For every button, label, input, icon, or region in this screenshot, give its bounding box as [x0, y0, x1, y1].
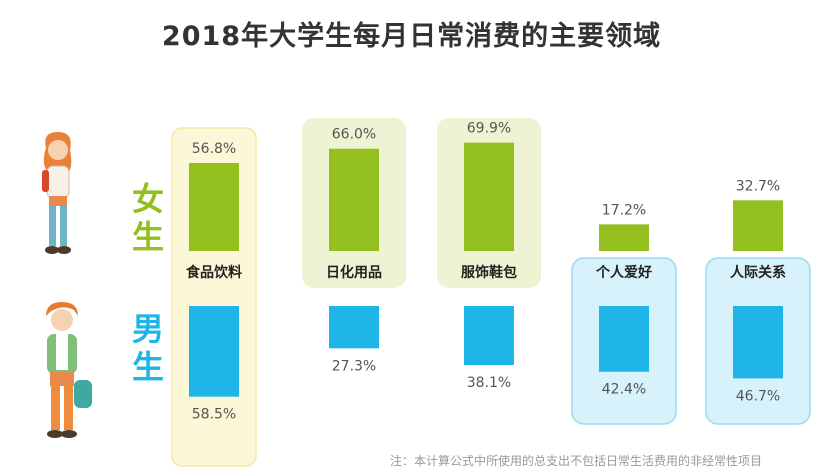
female-bar — [464, 142, 514, 251]
female-value-label: 56.8% — [192, 141, 236, 157]
female-bar — [733, 200, 783, 251]
male-side-label: 男生 — [128, 310, 168, 386]
male-bar — [599, 306, 649, 372]
female-bar — [189, 162, 239, 251]
male-bar — [189, 306, 239, 397]
male-value-label: 46.7% — [736, 388, 780, 404]
female-student-illustration — [42, 132, 72, 254]
male-bar — [329, 306, 379, 349]
category-label: 人际关系 — [730, 264, 786, 281]
male-value-label: 58.5% — [192, 407, 236, 423]
male-value-label: 27.3% — [332, 358, 376, 374]
male-bar — [464, 306, 514, 366]
category-label: 个人爱好 — [595, 264, 652, 281]
chart-title: 2018年大学生每月日常消费的主要领域 — [161, 21, 662, 52]
female-value-label: 69.9% — [467, 121, 511, 137]
female-side-label: 女生 — [128, 180, 168, 256]
female-value-label: 17.2% — [602, 202, 646, 218]
side-label-char: 男 — [131, 310, 164, 348]
female-bar — [599, 224, 649, 251]
female-bar — [329, 148, 379, 251]
side-label-char: 女 — [131, 180, 164, 218]
male-value-label: 38.1% — [467, 375, 511, 391]
category-label: 食品饮料 — [186, 264, 242, 281]
category-label: 日化用品 — [326, 264, 382, 281]
male-value-label: 42.4% — [602, 382, 646, 398]
side-label-char: 生 — [131, 218, 164, 256]
male-student-illustration — [46, 302, 92, 438]
category-label: 服饰鞋包 — [461, 264, 517, 281]
side-label-char: 生 — [131, 348, 164, 386]
male-bar — [733, 306, 783, 379]
female-value-label: 66.0% — [332, 127, 376, 143]
footnote: 注：本计算公式中所使用的总支出不包括日常生活费用的非经常性项目 — [390, 454, 763, 468]
female-value-label: 32.7% — [736, 178, 780, 194]
